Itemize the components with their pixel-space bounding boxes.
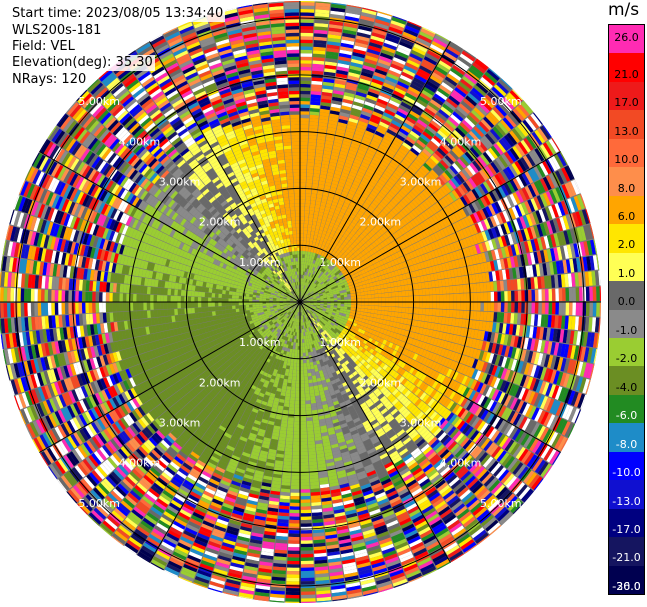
radial-line — [39, 151, 301, 303]
ring-labels: 1.00km 2.00km 3.00km 4.00km 5.00km 1.00km 2.00… — [78, 95, 521, 510]
ring-label: 2.00km — [360, 376, 402, 389]
ring-label: 4.00km — [440, 135, 482, 148]
field-label: Field: VEL — [10, 39, 77, 55]
ring-label: 1.00km — [319, 336, 361, 349]
colorbar-tick-label: -2.0 — [615, 352, 638, 366]
ring-label: 1.00km — [319, 256, 361, 269]
ring-label: 4.00km — [440, 457, 482, 470]
colorbar-segment — [609, 138, 644, 168]
ring-label: 3.00km — [159, 176, 201, 189]
elevation-label: Elevation(deg): 35.30 — [10, 55, 155, 71]
ring-label: 4.00km — [119, 135, 161, 148]
nrays-label: NRays: 120 — [10, 72, 89, 88]
colorbar-tick-label: -8.0 — [615, 437, 638, 451]
colorbar-segment — [609, 195, 644, 225]
colorbar-tick-label: 6.0 — [617, 210, 636, 224]
colorbar-tick-label: -30.0 — [612, 580, 641, 593]
colorbar-segment — [609, 451, 644, 481]
colorbar-tick-label: 26.0 — [614, 31, 639, 45]
colorbar-segment — [609, 281, 644, 310]
colorbar-segment — [609, 337, 644, 367]
colorbar-unit: m/s — [608, 0, 640, 20]
ring-label: 5.00km — [480, 95, 522, 108]
colorbar-segment — [609, 537, 644, 567]
ring-label: 4.00km — [119, 457, 161, 470]
colorbar-tick-label: -26.0 — [612, 579, 641, 593]
colorbar-segment — [609, 480, 644, 510]
radial-line — [299, 301, 451, 563]
colorbar-segment — [609, 81, 644, 111]
colorbar-segment — [609, 252, 644, 282]
ring-label: 1.00km — [239, 256, 281, 269]
colorbar-tick-label: -1.0 — [615, 323, 638, 337]
colorbar-tick-label: -17.0 — [612, 522, 641, 536]
colorbar-tick-label: 17.0 — [614, 96, 639, 110]
radial-line — [299, 41, 451, 303]
colorbar-segment — [609, 394, 644, 424]
ring-label: 3.00km — [400, 417, 442, 430]
ppi-grid — [0, 1, 601, 603]
radial-line — [299, 301, 561, 453]
colorbar-segment — [609, 110, 644, 140]
ring-label: 3.00km — [159, 417, 201, 430]
colorbar-segment — [609, 167, 644, 197]
colorbar-tick-label: -10.0 — [612, 466, 641, 480]
colorbar-segment — [609, 224, 644, 254]
colorbar-tick-label: 13.0 — [614, 124, 639, 138]
radial-line — [149, 41, 301, 303]
station-label: WLS200s-181 — [10, 23, 104, 39]
ring-label: 1.00km — [239, 336, 281, 349]
start-time-label: Start time: 2023/08/05 13:34:40 — [10, 6, 226, 22]
colorbar-tick-label: 10.0 — [614, 153, 639, 167]
colorbar-tick-label: -13.0 — [612, 494, 641, 508]
colorbar-tick-label: -21.0 — [612, 551, 641, 565]
ring-label: 2.00km — [199, 376, 241, 389]
colorbar: 26.0 21.0 17.0 13.0 10.0 8.0 6.0 2.0 1.0 0.0 -1.0 -… — [608, 24, 645, 595]
colorbar-tick-label: 21.0 — [614, 67, 639, 81]
colorbar-tick-label: 0.0 — [617, 295, 636, 309]
radial-line — [299, 151, 561, 303]
radial-line — [39, 301, 301, 453]
radial-line — [149, 301, 301, 563]
ring-label: 5.00km — [480, 497, 522, 510]
colorbar-tick-label: 1.0 — [617, 266, 636, 280]
colorbar-segment — [609, 53, 644, 83]
colorbar-segment — [609, 366, 644, 396]
ring-label: 5.00km — [78, 95, 120, 108]
ring-label: 2.00km — [360, 216, 402, 229]
colorbar-tick-label: -4.0 — [615, 380, 638, 394]
colorbar-segment — [609, 508, 644, 538]
colorbar-segment — [609, 25, 644, 54]
colorbar-segment — [609, 423, 644, 453]
colorbar-segment — [609, 309, 644, 339]
colorbar-tick-label: 8.0 — [617, 181, 636, 195]
colorbar-segment — [609, 565, 644, 595]
ring-label: 5.00km — [78, 497, 120, 510]
ring-label: 3.00km — [400, 176, 442, 189]
colorbar-tick-label: -6.0 — [615, 409, 638, 423]
ring-label: 2.00km — [199, 216, 241, 229]
colorbar-tick-label: 2.0 — [617, 238, 636, 252]
